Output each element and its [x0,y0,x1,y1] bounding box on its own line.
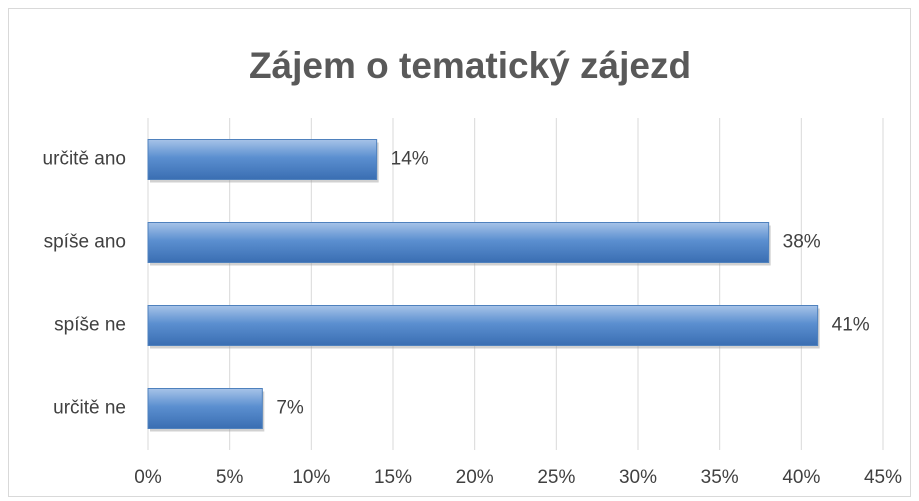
value-label: 41% [832,315,870,336]
chart-title: Zájem o tematický zájezd [249,45,691,86]
bar [147,388,263,429]
x-tick-label: 15% [374,467,412,488]
bar [147,305,819,346]
y-tick-label: určitě ne [53,398,126,419]
bar [147,222,770,263]
value-label: 14% [391,149,429,170]
x-tick-label: 30% [619,467,657,488]
value-label: 7% [276,398,304,419]
y-tick-label: určitě ano [43,149,126,170]
value-label: 38% [783,232,821,253]
x-tick-label: 45% [864,467,902,488]
x-tick-label: 40% [782,467,820,488]
y-tick-label: spíše ano [44,232,126,253]
x-tick-label: 0% [134,467,162,488]
x-tick-label: 5% [216,467,244,488]
x-tick-label: 25% [537,467,575,488]
bar [147,139,378,180]
x-tick-label: 35% [701,467,739,488]
x-tick-label: 10% [292,467,330,488]
x-tick-label: 20% [456,467,494,488]
y-tick-label: spíše ne [54,315,126,336]
